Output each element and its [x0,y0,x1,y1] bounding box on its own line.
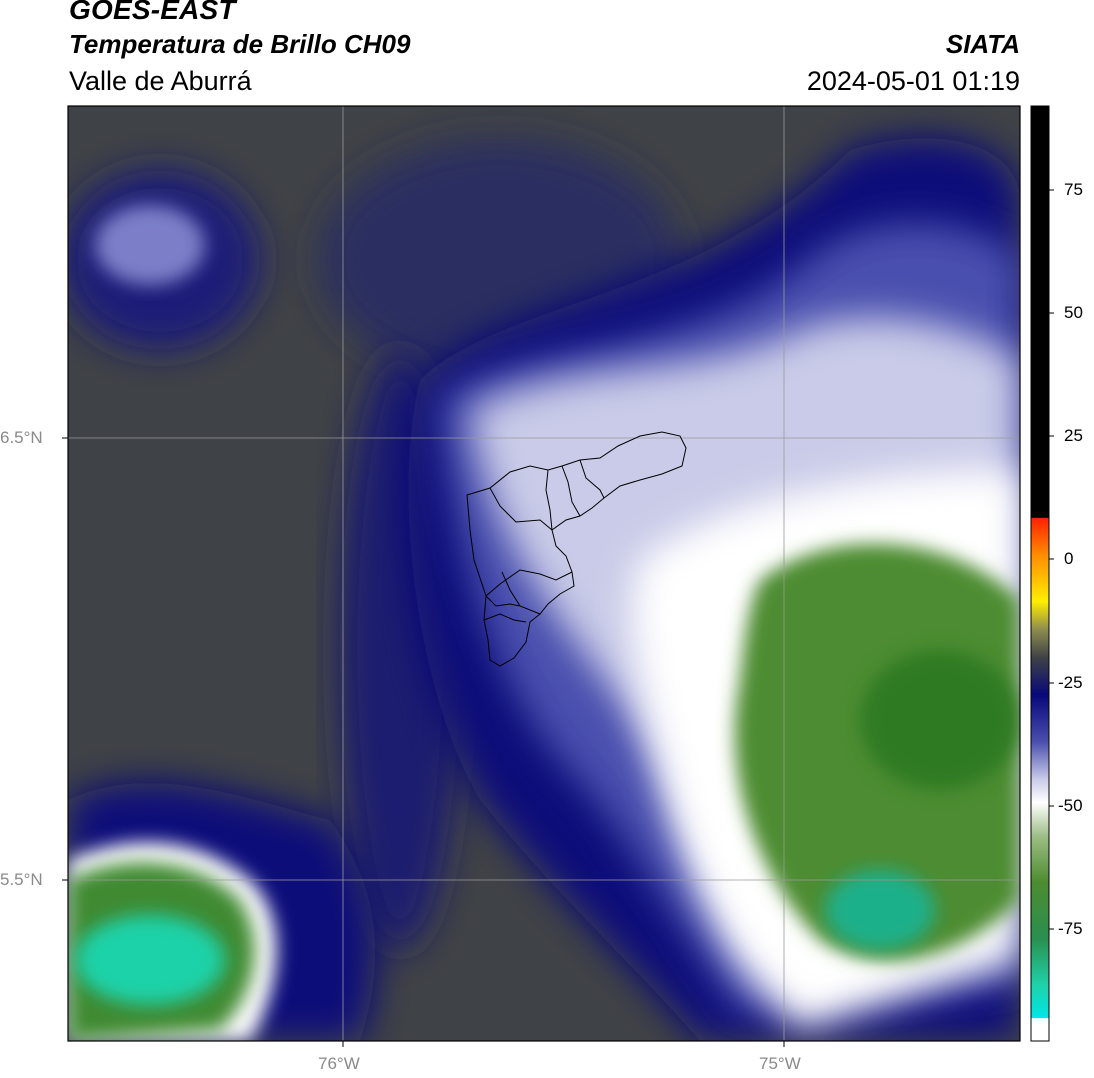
satellite-title: GOES-EAST [69,0,236,25]
lat-label-6-5: 6.5°N [0,428,43,447]
colorbar-tick-25: 25 [1064,426,1083,445]
organization-label: SIATA [945,29,1020,59]
lon-label-75w: 75°W [759,1054,801,1073]
colorbar-tick-50: 50 [1064,303,1083,322]
lat-label-5-5: 5.5°N [0,870,43,889]
colorbar-tick-minus50: -50 [1058,796,1083,815]
colorbar [1030,105,1054,1042]
colorbar-tick-0: 0 [1064,549,1074,568]
product-title: Temperatura de Brillo CH09 [69,29,411,59]
colorbar-tick-minus75: -75 [1058,919,1083,938]
datetime-label: 2024-05-01 01:19 [806,66,1020,96]
map-frame [67,105,1021,1042]
municipal-boundaries [466,431,687,667]
brightness-temperature-field [68,106,1020,1041]
region-label: Valle de Aburrá [69,66,252,96]
lon-label-76w: 76°W [318,1054,360,1073]
colorbar-tick-75: 75 [1064,180,1083,199]
colorbar-tick-minus25: -25 [1058,673,1083,692]
